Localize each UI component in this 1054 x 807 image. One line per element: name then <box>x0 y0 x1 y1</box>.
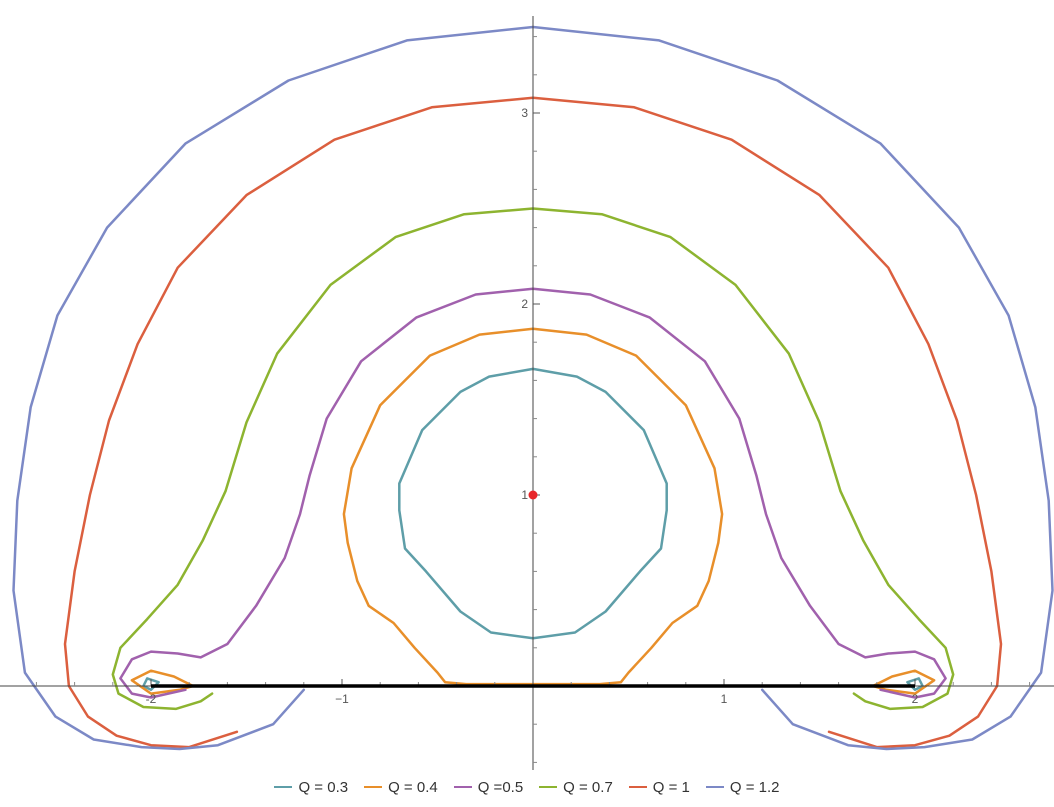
axes: -2 −1 1 2 1 2 3 <box>0 16 1054 770</box>
legend-label: Q = 1 <box>652 778 690 796</box>
legend-label: Q = 1.2 <box>729 778 780 796</box>
series-3-curve <box>119 287 947 699</box>
legend-swatch <box>705 786 724 788</box>
legend-item-6: Q = 1.2 <box>705 778 780 796</box>
y-tick-label: 1 <box>521 488 528 502</box>
legend-label: Q =0.5 <box>477 778 524 796</box>
legend-swatch <box>628 786 647 788</box>
red-point-marker <box>528 490 538 500</box>
legend-item-4: Q = 0.7 <box>539 779 613 796</box>
legend-swatch <box>453 786 472 788</box>
y-tick-label: 2 <box>521 297 528 311</box>
legend: Q = 0.3 Q = 0.4 Q =0.5 Q = 0.7 Q = 1 Q = 1.2 <box>0 775 1054 799</box>
legend-label: Q = 0.7 <box>563 778 613 796</box>
legend-swatch <box>364 786 383 788</box>
legend-swatch <box>539 786 558 788</box>
legend-label: Q = 0.3 <box>298 778 349 796</box>
legend-swatch <box>274 786 293 788</box>
contour-plot: -2 −1 1 2 1 2 3 <box>0 16 1054 770</box>
x-tick-label: −1 <box>335 692 349 706</box>
x-tick-label: 1 <box>721 692 728 706</box>
legend-item-2: Q = 0.4 <box>364 779 438 796</box>
y-tick-label: 3 <box>521 106 528 120</box>
x-tick-label: 2 <box>912 692 919 706</box>
x-tick-label: -2 <box>146 692 157 706</box>
legend-item-5: Q = 1 <box>628 778 690 796</box>
overlay <box>151 490 915 688</box>
series-4-curve <box>111 207 955 711</box>
series-5-curve <box>63 96 1003 749</box>
legend-item-3: Q =0.5 <box>453 778 524 796</box>
legend-label: Q = 0.4 <box>388 778 438 796</box>
legend-item-1: Q = 0.3 <box>274 779 348 796</box>
series-6-curve <box>12 25 1054 751</box>
